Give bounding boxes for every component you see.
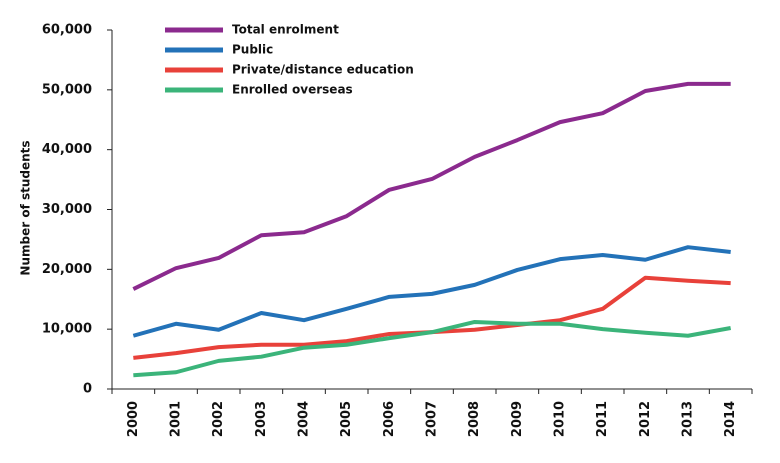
legend-label: Private/distance education — [232, 63, 414, 77]
x-tick-label: 2001 — [169, 401, 184, 437]
y-axis-label: Number of students — [19, 140, 33, 275]
x-tick-label: 2002 — [211, 401, 226, 437]
x-tick-label: 2009 — [510, 401, 525, 437]
x-tick-label: 2011 — [595, 401, 610, 437]
y-tick-label: 10,000 — [42, 322, 92, 337]
y-tick-label: 40,000 — [42, 142, 92, 157]
y-tick-label: 30,000 — [42, 202, 92, 217]
x-tick-label: 2000 — [126, 401, 141, 437]
x-tick-label: 2014 — [723, 401, 738, 437]
series-line — [133, 275, 731, 360]
series-line — [132, 81, 731, 291]
y-tick-label: 0 — [83, 382, 92, 397]
x-tick-label: 2007 — [425, 401, 440, 437]
x-tick-label: 2004 — [297, 401, 312, 437]
legend-label: Total enrolment — [232, 23, 339, 37]
x-tick-label: 2008 — [467, 401, 482, 437]
y-tick-label: 50,000 — [42, 82, 92, 97]
x-tick-label: 2012 — [638, 401, 653, 437]
x-tick-label: 2013 — [681, 401, 696, 437]
x-tick-label: 2006 — [382, 401, 397, 437]
y-tick-label: 20,000 — [42, 262, 92, 277]
legend-label: Public — [232, 43, 273, 57]
x-tick-label: 2005 — [339, 401, 354, 437]
x-tick-label: 2003 — [254, 401, 269, 437]
x-tick-label: 2010 — [553, 401, 568, 437]
legend-label: Enrolled overseas — [232, 83, 353, 97]
y-tick-label: 60,000 — [42, 23, 92, 38]
series-line — [133, 319, 732, 378]
series-line — [132, 245, 731, 338]
